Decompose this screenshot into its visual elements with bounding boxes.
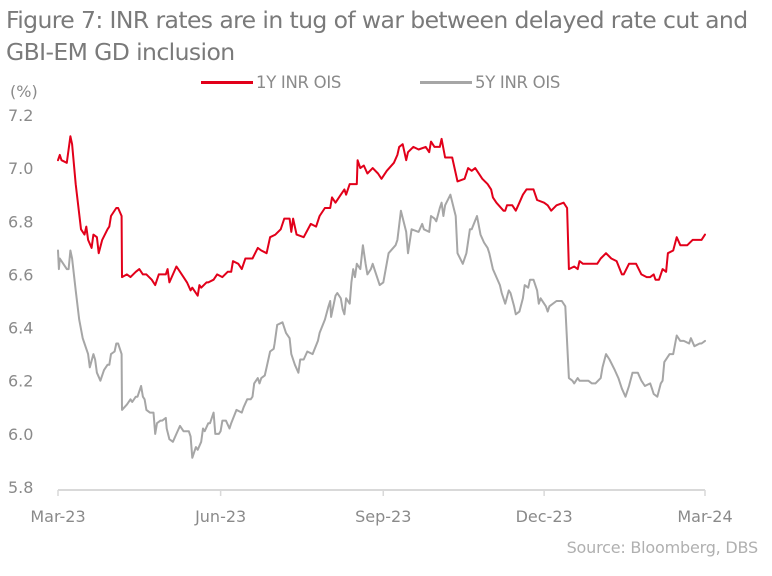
y-tick-label: 7.2 xyxy=(8,106,33,125)
legend-swatch-1y xyxy=(201,81,253,84)
y-tick-label: 7.0 xyxy=(8,159,33,178)
x-tick-label: Jun-23 xyxy=(194,507,246,526)
legend-label-1y: 1Y INR OIS xyxy=(256,73,342,92)
series-line-1y-inr-ois xyxy=(57,135,706,297)
x-tick-label: Sep-23 xyxy=(355,507,411,526)
legend-item-5y: 5Y INR OIS xyxy=(420,73,560,92)
series-layer xyxy=(57,135,706,459)
y-tick-label: 6.2 xyxy=(8,372,33,391)
y-axis-unit-label: (%) xyxy=(10,82,38,101)
y-tick-label: 6.0 xyxy=(8,425,33,444)
y-axis: 5.8 6.0 6.2 6.4 6.6 6.8 7.0 7.2 xyxy=(8,106,33,497)
x-tick-label: Dec-23 xyxy=(516,507,573,526)
legend-swatch-5y xyxy=(420,81,472,84)
chart-title: Figure 7: INR rates are in tug of war be… xyxy=(6,6,748,66)
x-tick-label: Mar-24 xyxy=(677,507,732,526)
y-tick-label: 5.8 xyxy=(8,478,33,497)
y-tick-label: 6.8 xyxy=(8,212,33,231)
legend-label-5y: 5Y INR OIS xyxy=(475,73,561,92)
y-tick-label: 6.4 xyxy=(8,319,33,338)
x-axis: Mar-23 Jun-23 Sep-23 Dec-23 Mar-24 xyxy=(30,489,733,526)
series-line-5y-inr-ois xyxy=(57,193,706,459)
legend-item-1y: 1Y INR OIS xyxy=(201,73,341,92)
source-note: Source: Bloomberg, DBS xyxy=(566,538,759,557)
y-tick-label: 6.6 xyxy=(8,265,33,284)
x-tick-label: Mar-23 xyxy=(30,507,85,526)
